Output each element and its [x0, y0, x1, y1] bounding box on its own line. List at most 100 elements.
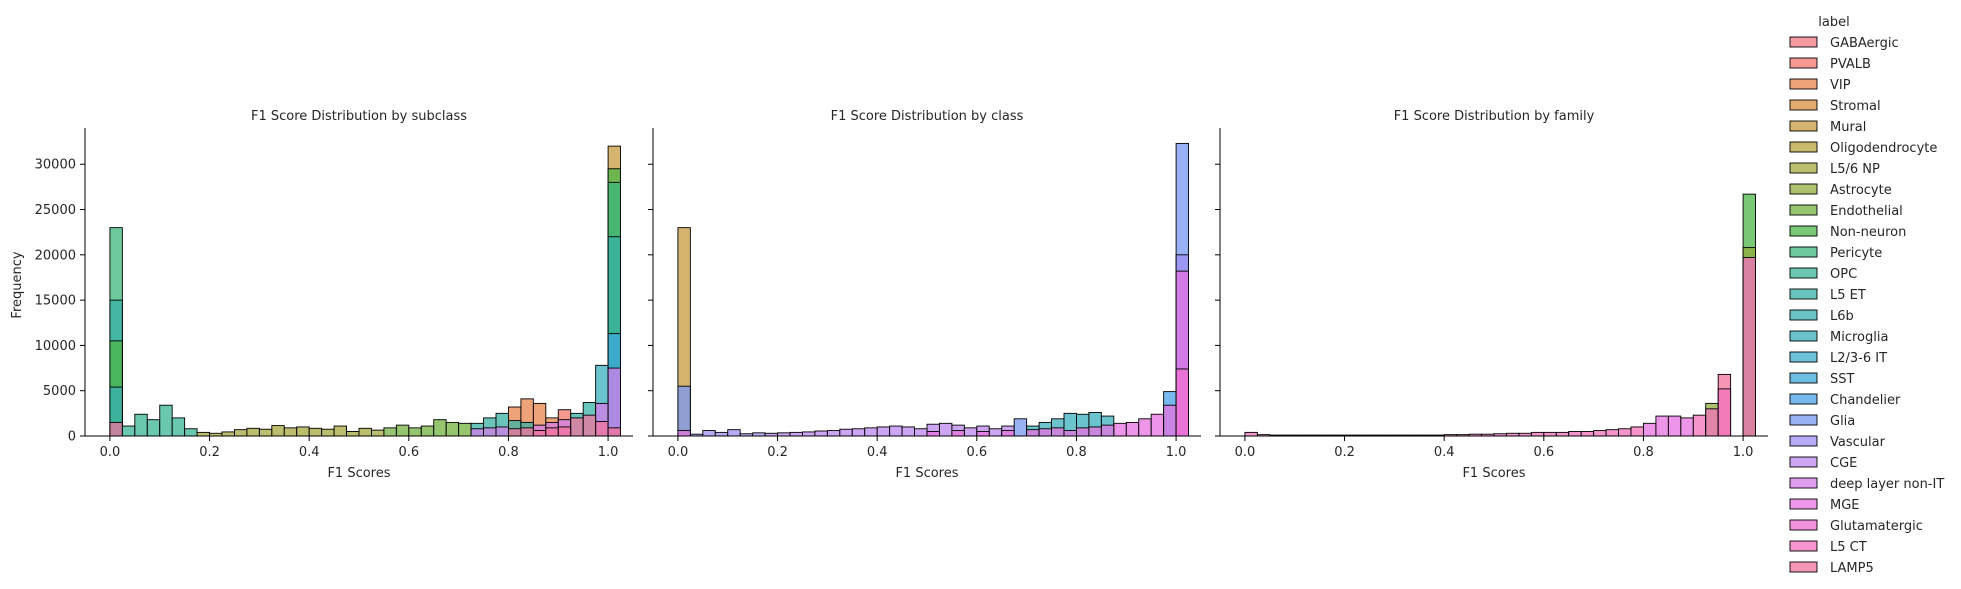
histogram-bar — [470, 428, 484, 437]
legend-item: deep layer non-IT — [1789, 477, 1944, 492]
legend: label GABAergic PVALB VIP Stromal Mural Oligo… — [1789, 15, 1944, 576]
histogram-bar — [839, 428, 853, 437]
histogram-bar — [246, 427, 260, 437]
legend-label: L2/3-6 IT — [1830, 351, 1887, 366]
legend-item: SST — [1789, 372, 1855, 387]
histogram-bar — [864, 427, 878, 437]
histogram-bar — [495, 426, 509, 437]
legend-item: VIP — [1789, 78, 1851, 93]
legend-title: label — [1818, 15, 1849, 30]
legend-item: L5 CT — [1789, 540, 1867, 555]
histogram-bar — [121, 425, 136, 437]
legend-item: Vascular — [1789, 435, 1886, 450]
histogram-bar — [1705, 408, 1719, 437]
histogram-bar — [1038, 428, 1052, 437]
histogram-bar — [433, 419, 447, 437]
x-tick-label: 0.6 — [1533, 445, 1554, 460]
legend-label: Stromal — [1830, 99, 1881, 114]
legend-item: Pericyte — [1789, 246, 1882, 261]
histogram-bar — [483, 427, 497, 437]
histogram-bar — [1605, 429, 1619, 437]
histogram-bar — [184, 428, 198, 437]
histogram-bar — [258, 428, 273, 437]
legend-item: OPC — [1789, 267, 1857, 282]
histogram-bar — [1667, 415, 1682, 437]
histogram-bar — [1543, 431, 1557, 437]
legend-item: Glutamatergic — [1789, 519, 1923, 534]
x-tick-label: 1.0 — [598, 445, 619, 460]
histogram-bar — [789, 431, 803, 437]
x-axis-label: F1 Scores — [327, 466, 390, 481]
histogram-bar — [1001, 430, 1015, 437]
histogram-bar — [951, 430, 965, 437]
legend-swatch — [1789, 519, 1818, 531]
y-tick-label: 25000 — [35, 203, 76, 218]
legend-label: L5 ET — [1830, 288, 1866, 303]
panel-3: 0.0 0.2 0.4 0.6 0.8 1.0 F1 Score Distribution … — [1215, 109, 1768, 481]
legend-label: GABAergic — [1830, 36, 1899, 51]
histogram-bar — [1568, 431, 1582, 437]
x-axis-label: F1 Scores — [1462, 466, 1525, 481]
histogram-bar — [582, 414, 597, 437]
histogram-bar — [221, 431, 235, 437]
panel-title: F1 Score Distribution by class — [831, 109, 1024, 124]
histogram-bar — [1138, 418, 1152, 437]
x-tick-label: 0.8 — [1633, 445, 1654, 460]
legend-label: PVALB — [1830, 57, 1871, 72]
histogram-bar — [308, 427, 323, 437]
legend-label: Mural — [1830, 120, 1866, 135]
histogram-bar — [714, 431, 729, 437]
histogram-bar — [196, 431, 210, 437]
histogram-bar — [321, 428, 335, 437]
histogram-bar — [963, 427, 978, 437]
histogram-bar — [1593, 430, 1607, 437]
histogram-bar — [889, 425, 903, 437]
legend-label: LAMP5 — [1830, 561, 1874, 576]
x-tick-label: 0.0 — [100, 445, 121, 460]
legend-swatch — [1789, 456, 1818, 468]
legend-item: L5 ET — [1789, 288, 1866, 303]
legend-label: Chandelier — [1830, 393, 1901, 408]
histogram-bar — [988, 428, 1003, 437]
histogram-bar — [346, 431, 360, 437]
legend-swatch — [1789, 267, 1818, 279]
legend-label: Vascular — [1830, 435, 1886, 450]
legend-label: CGE — [1830, 456, 1857, 471]
histogram-bar — [408, 427, 422, 437]
histogram-bar — [159, 404, 173, 437]
histogram-bar — [1742, 257, 1756, 437]
histogram-bar — [570, 417, 584, 437]
panels: 0.0 0.2 0.4 0.6 0.8 1.0 0 5000 10000 15000 20000 25… — [35, 109, 1768, 481]
legend-item: L2/3-6 IT — [1789, 351, 1887, 366]
histogram-bar — [458, 422, 472, 437]
x-tick-label: 0.0 — [668, 445, 689, 460]
histogram-bar — [383, 427, 397, 437]
x-tick-label: 0.2 — [767, 445, 788, 460]
legend-swatch — [1789, 351, 1818, 363]
legend-swatch — [1789, 141, 1818, 153]
histogram-bar — [557, 426, 572, 437]
histogram-bar — [1013, 418, 1028, 437]
histogram-bar — [171, 417, 186, 437]
x-tick-label: 0.2 — [1334, 445, 1355, 460]
histogram-bar — [1530, 431, 1545, 437]
histogram-bar — [1580, 431, 1595, 437]
histogram-bar — [1088, 426, 1102, 437]
histogram-bar — [1063, 430, 1077, 437]
legend-swatch — [1789, 288, 1818, 300]
histogram-bar — [358, 427, 372, 437]
legend-swatch — [1789, 393, 1818, 405]
y-tick-label: 20000 — [35, 248, 76, 263]
histogram-bar — [109, 421, 123, 437]
x-tick-label: 0.8 — [498, 445, 519, 460]
histogram-bar — [914, 428, 928, 437]
legend-item: Oligodendrocyte — [1789, 141, 1937, 156]
histogram-bar — [271, 425, 285, 437]
legend-label: SST — [1830, 372, 1855, 387]
legend-swatch — [1789, 498, 1818, 510]
histogram-bar — [1175, 368, 1189, 437]
histogram-bar — [1051, 427, 1065, 437]
histogram-bar — [607, 367, 621, 437]
x-tick-label: 0.6 — [398, 445, 419, 460]
